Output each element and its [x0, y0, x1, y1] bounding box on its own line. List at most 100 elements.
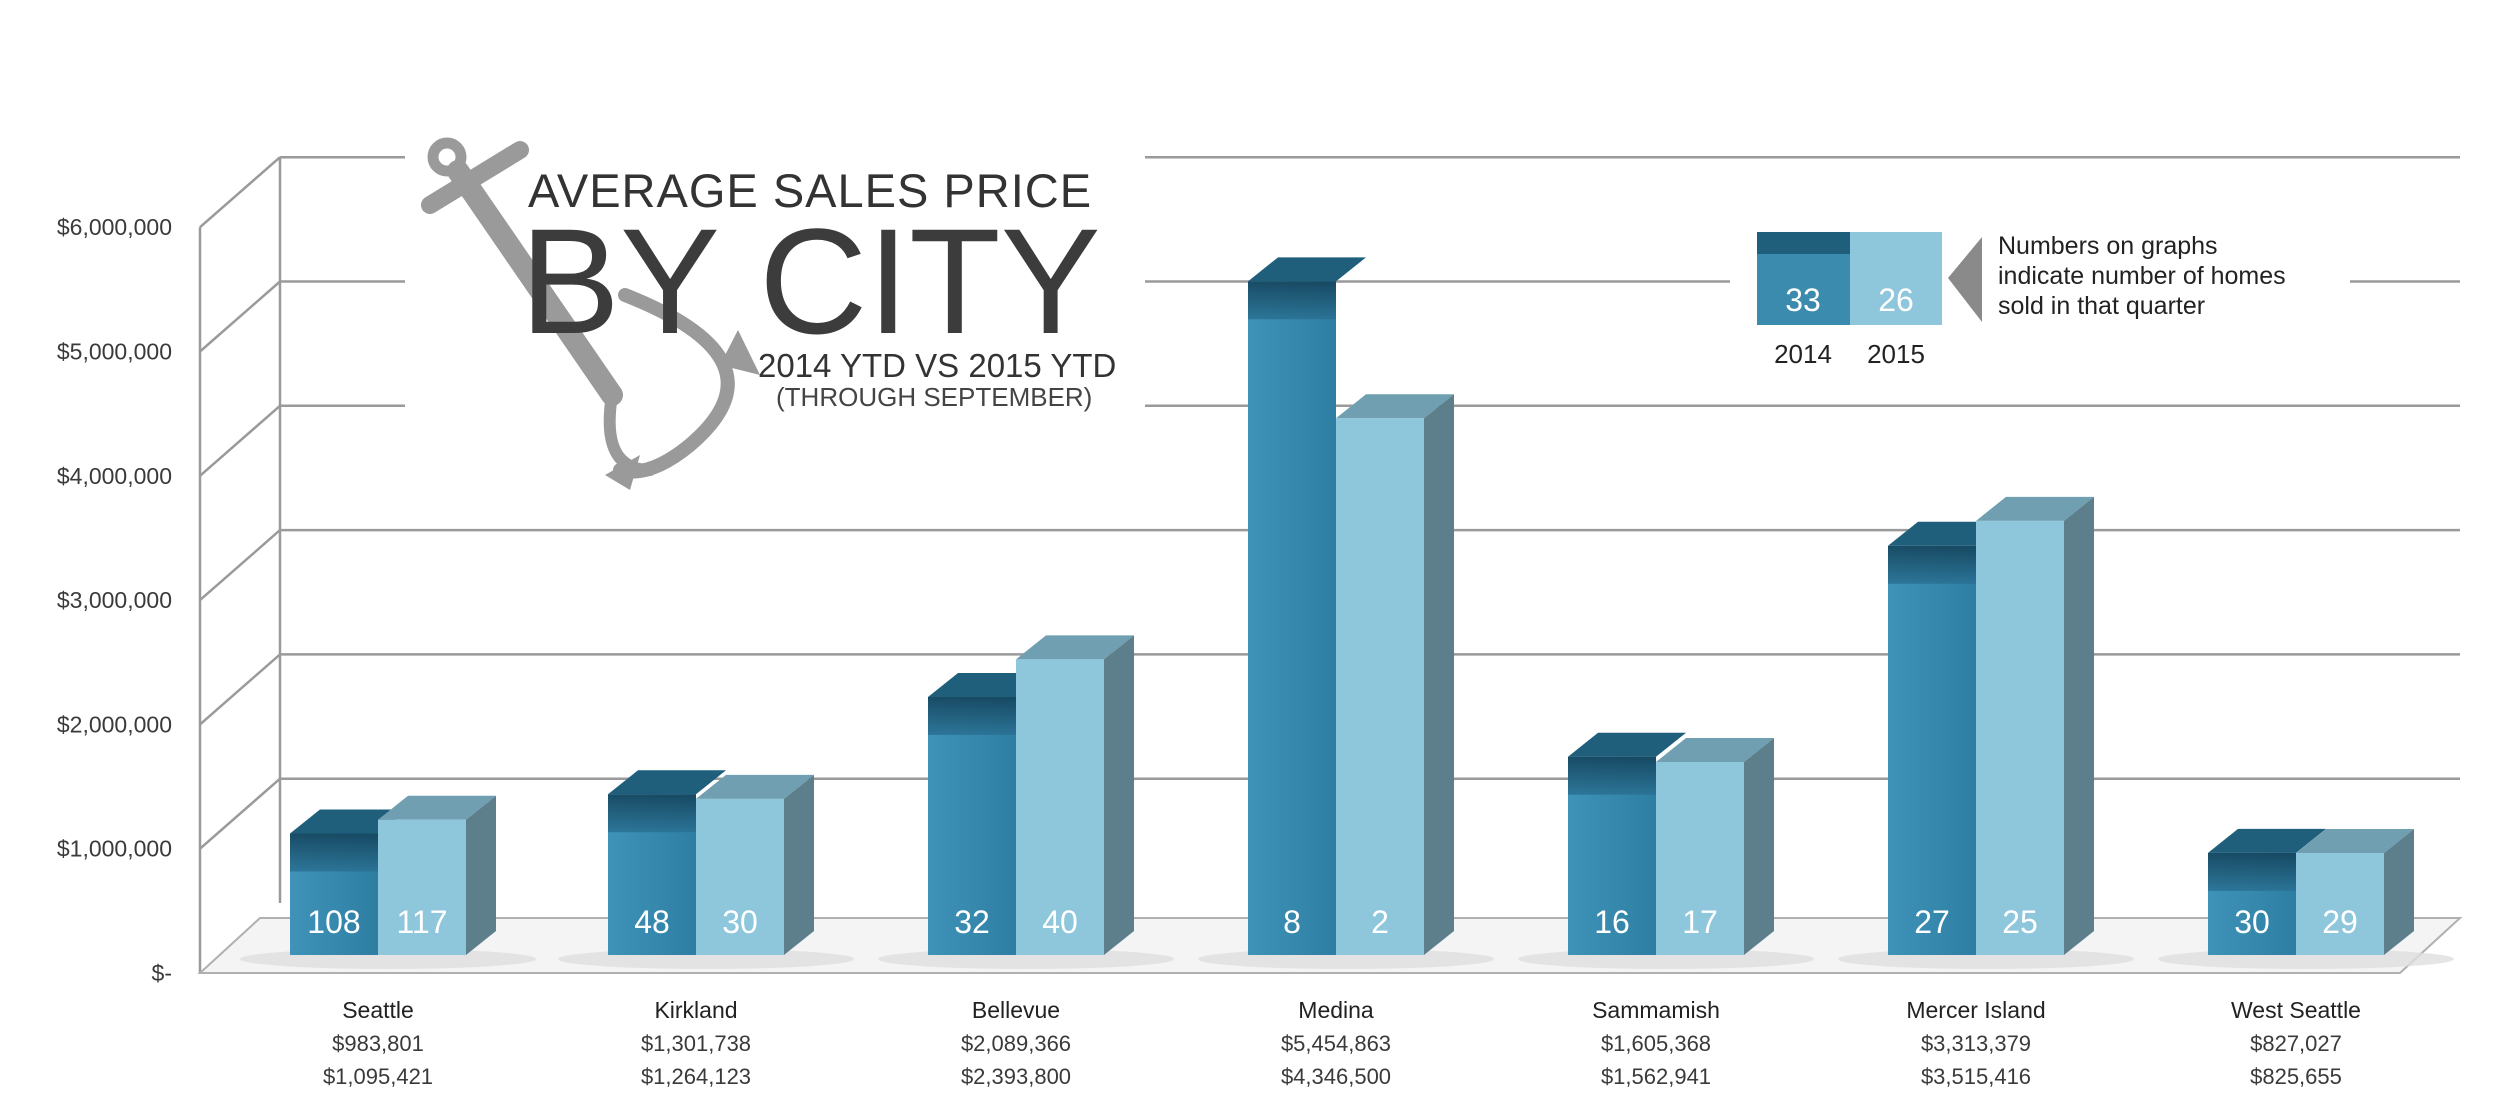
bar-2014-top	[2208, 828, 2326, 853]
category-label: Kirkland	[654, 997, 737, 1023]
bar-2014	[928, 696, 1016, 955]
value-label-2014: $983,801	[332, 1031, 424, 1056]
y-tick-label: $2,000,000	[57, 711, 172, 737]
category-label: Bellevue	[972, 997, 1060, 1023]
value-label-2015: $2,393,800	[961, 1064, 1071, 1089]
bar-2015	[696, 798, 784, 955]
title-line1: AVERAGE SALES PRICE	[528, 164, 1092, 217]
value-label-2014: $2,089,366	[961, 1031, 1071, 1056]
bar-2015-side	[1104, 635, 1134, 955]
value-label-2015: $825,655	[2250, 1064, 2342, 1089]
bar-2015-side	[2384, 829, 2414, 955]
count-labels: 108 117 48 30 32 40 8 2 16 17 27 25 30 29	[307, 904, 2357, 940]
count-label-2015: 29	[2322, 904, 2358, 940]
bar-2015-side	[466, 795, 496, 955]
bar-2014-top	[608, 770, 726, 795]
value-label-2014: $1,605,368	[1601, 1031, 1711, 1056]
count-label-2015: 40	[1042, 904, 1078, 940]
bar-2014-water	[1248, 281, 1336, 320]
count-label-2015: 2	[1371, 904, 1389, 940]
count-label-2014: 32	[954, 904, 990, 940]
grid-line-side	[199, 653, 281, 726]
legend-sample-2014: 33	[1785, 282, 1821, 318]
count-label-2014: 48	[634, 904, 670, 940]
legend-note-line1: Numbers on graphs	[1998, 232, 2218, 260]
title-line2: BY CITY	[520, 197, 1101, 365]
bar-2015	[1976, 520, 2064, 955]
value-label-2015: $1,562,941	[1601, 1064, 1711, 1089]
bar-2014-water	[608, 794, 696, 833]
legend-swatch-2015	[1850, 232, 1942, 325]
bar-2014-water	[1888, 545, 1976, 584]
legend-note-line3: sold in that quarter	[1998, 292, 2205, 320]
legend-note-line2: indicate number of homes	[1998, 262, 2286, 290]
value-label-2015: $1,095,421	[323, 1064, 433, 1089]
bar-2014	[1248, 281, 1336, 955]
value-label-2015: $3,515,416	[1921, 1064, 2031, 1089]
count-label-2015: 30	[722, 904, 758, 940]
grid-line-side	[199, 529, 281, 602]
count-label-2015: 25	[2002, 904, 2038, 940]
value-label-2014: $3,313,379	[1921, 1031, 2031, 1056]
count-label-2015: 17	[1682, 904, 1718, 940]
bar-2015-top	[696, 774, 814, 799]
y-axis-ticks: $- $1,000,000 $2,000,000 $3,000,000 $4,000,0…	[57, 214, 172, 986]
bar-2014-water	[2208, 852, 2296, 891]
count-label-2014: 27	[1914, 904, 1950, 940]
bar-2015	[378, 819, 466, 955]
bars	[240, 257, 2454, 969]
bar-2014-water	[1568, 756, 1656, 795]
bar-2015-top	[1656, 737, 1774, 762]
legend-year-2015: 2015	[1867, 339, 1925, 369]
grid-line-side	[199, 156, 281, 229]
grid-line-side	[199, 404, 281, 477]
count-label-2015: 117	[396, 904, 447, 940]
bar-2015-side	[784, 774, 814, 955]
value-label-2015: $1,264,123	[641, 1064, 751, 1089]
title-backdrop	[405, 110, 1145, 500]
count-label-2014: 30	[2234, 904, 2270, 940]
value-label-2015: $4,346,500	[1281, 1064, 1391, 1089]
y-tick-label: $-	[152, 960, 172, 986]
category-label: Seattle	[342, 997, 414, 1023]
bar-2015-top	[1336, 394, 1454, 419]
count-label-2014: 108	[307, 904, 360, 940]
value-label-2014: $827,027	[2250, 1031, 2342, 1056]
category-label: West Seattle	[2231, 997, 2361, 1023]
bar-2014	[1888, 545, 1976, 955]
bar-2015-side	[2064, 496, 2094, 955]
legend-swatch-2014-water	[1757, 232, 1850, 254]
grid-line-side	[199, 777, 281, 850]
y-tick-label: $5,000,000	[57, 339, 172, 365]
bar-2015-side	[1744, 737, 1774, 955]
count-label-2014: 8	[1283, 904, 1301, 940]
title-block: AVERAGE SALES PRICE BY CITY 2014 YTD VS …	[405, 110, 1145, 500]
category-labels: Seattle $983,801 $1,095,421 Kirkland $1,301,…	[323, 997, 2361, 1089]
bar-2015-top	[1016, 635, 1134, 660]
bar-2014-water	[290, 833, 378, 872]
count-label-2014: 16	[1594, 904, 1630, 940]
bar-2015	[1656, 761, 1744, 955]
bar-2014-top	[1248, 257, 1366, 282]
triangle-left-icon	[1948, 237, 1982, 322]
bar-2015-top	[1976, 496, 2094, 521]
bar-2015	[2296, 853, 2384, 955]
bar-2015-top	[2296, 829, 2414, 854]
bar-2015	[1336, 418, 1424, 955]
subtitle-note: (THROUGH SEPTEMBER)	[776, 382, 1092, 412]
y-tick-label: $6,000,000	[57, 214, 172, 240]
y-tick-label: $3,000,000	[57, 587, 172, 613]
legend: 33 26 2014 2015 Numbers on graphs indica…	[1730, 212, 2350, 382]
category-label: Sammamish	[1592, 997, 1720, 1023]
grid-line-side	[199, 280, 281, 353]
subtitle: 2014 YTD VS 2015 YTD	[758, 347, 1116, 384]
category-label: Mercer Island	[1906, 997, 2045, 1023]
legend-sample-2015: 26	[1878, 282, 1914, 318]
category-label: Medina	[1298, 997, 1374, 1023]
bar-2015-side	[1424, 394, 1454, 955]
bar-2015	[1016, 659, 1104, 955]
bar-2014-water	[928, 696, 1016, 735]
value-label-2014: $1,301,738	[641, 1031, 751, 1056]
legend-year-2014: 2014	[1774, 339, 1832, 369]
